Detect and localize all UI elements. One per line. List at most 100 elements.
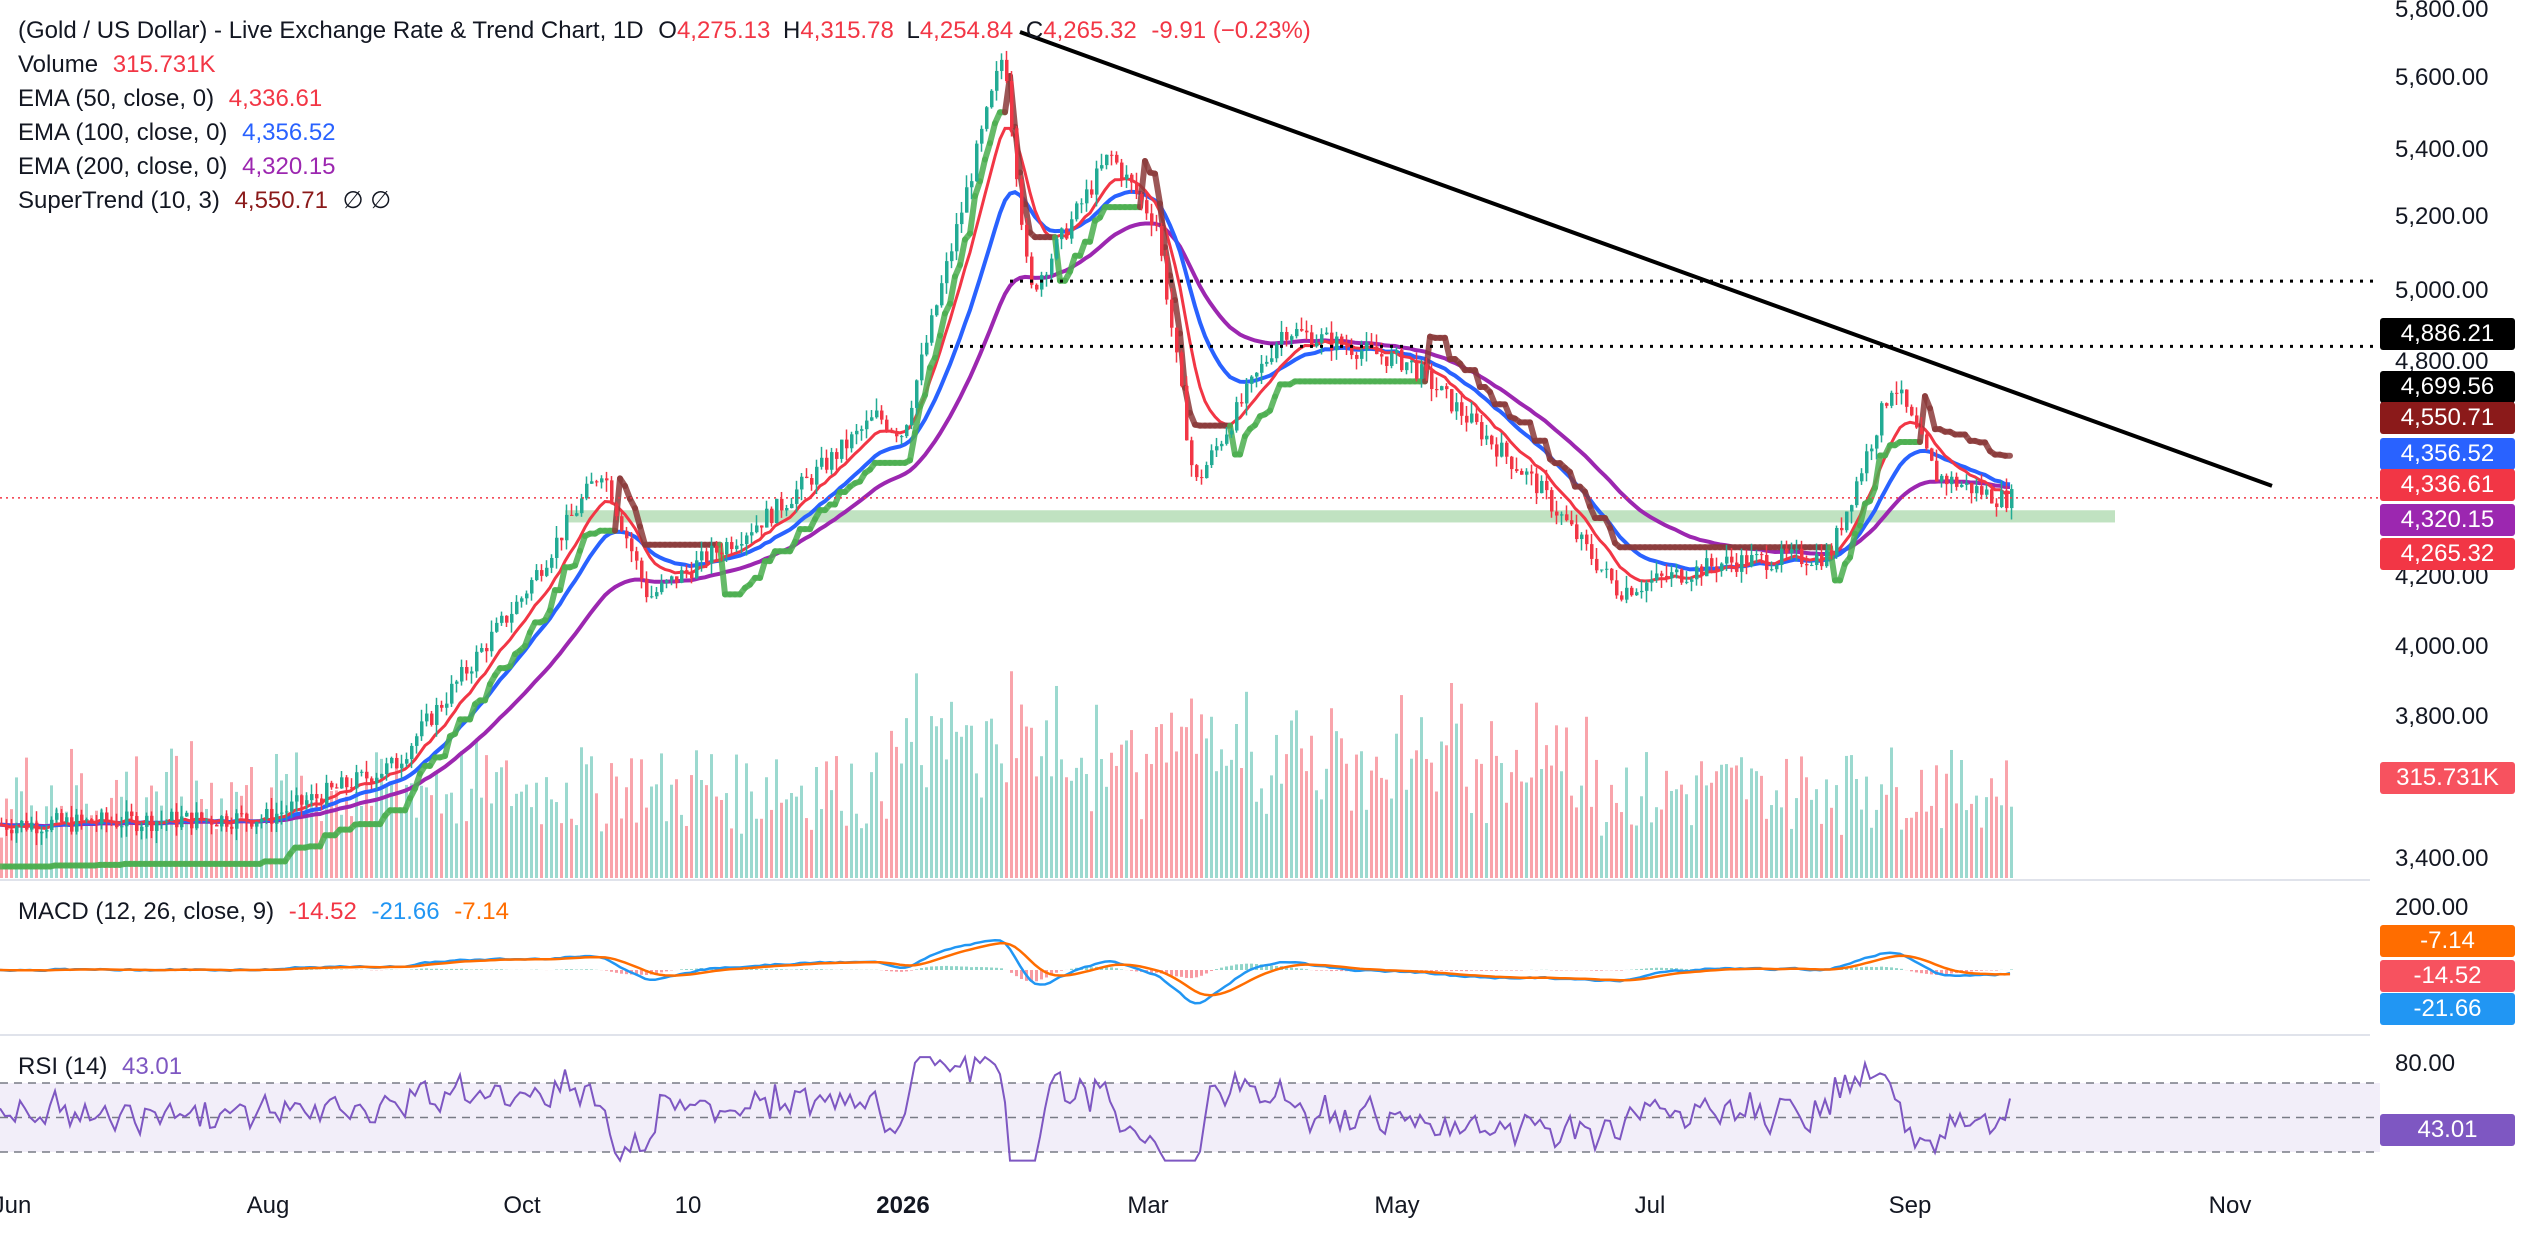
candle-body: [410, 745, 414, 760]
volume-bar: [1055, 685, 1058, 878]
volume-bar: [180, 796, 183, 878]
ema50-legend[interactable]: EMA (50, close, 0) 4,336.61: [18, 82, 1311, 116]
macd-legend[interactable]: MACD (12, 26, close, 9) -14.52 -21.66 -7…: [18, 898, 509, 926]
volume-bar: [205, 808, 208, 878]
candle-body: [1635, 592, 1639, 596]
candle-body: [1685, 581, 1689, 583]
macd-hist-bar: [1915, 970, 1918, 973]
volume-bar: [1245, 691, 1248, 878]
volume-bar: [1720, 764, 1723, 878]
candle-body: [0, 824, 4, 826]
volume-legend[interactable]: Volume 315.731K: [18, 48, 1311, 82]
candle-body: [1230, 430, 1234, 435]
candle-body: [95, 823, 99, 825]
macd-hist-bar: [1325, 970, 1328, 971]
candle-body: [1160, 226, 1164, 256]
volume-bar: [1805, 777, 1808, 878]
candle-body: [1060, 228, 1064, 240]
candle-body: [660, 582, 664, 593]
candle-body: [1435, 389, 1439, 391]
candle-body: [475, 651, 479, 672]
macd-hist-bar: [1590, 970, 1593, 971]
macd-hist-bar: [940, 966, 943, 970]
macd-hist-bar: [610, 970, 613, 972]
macd-hist-bar: [1320, 970, 1323, 971]
candle-body: [1375, 346, 1379, 355]
volume-bar: [940, 718, 943, 878]
volume-bar: [1585, 716, 1588, 878]
volume-bar: [1385, 779, 1388, 878]
candle-body: [1265, 361, 1269, 364]
volume-bar: [345, 796, 348, 878]
candle-body: [1550, 490, 1554, 512]
supertrend-segment: [1172, 297, 1183, 337]
macd-hist-bar: [305, 969, 308, 970]
supertrend-segment: [547, 587, 558, 614]
candle-body: [1025, 224, 1029, 257]
volume-bar: [1890, 747, 1893, 878]
volume-bar: [130, 813, 133, 878]
macd-hist-bar: [1165, 970, 1168, 975]
candle-body: [1080, 203, 1084, 205]
rsi-legend[interactable]: RSI (14) 43.01: [18, 1053, 182, 1081]
volume-bar: [1290, 720, 1293, 878]
volume-bar: [580, 747, 583, 878]
candle-body: [55, 813, 59, 820]
candle-body: [255, 821, 259, 827]
macd-hist-bar: [805, 969, 808, 970]
volume-bar: [1970, 803, 1973, 878]
volume-bar: [55, 809, 58, 878]
ema100-legend[interactable]: EMA (100, close, 0) 4,356.52: [18, 116, 1311, 150]
macd-hist-bar: [695, 968, 698, 970]
supertrend-segment: [442, 733, 453, 759]
candle-body: [615, 503, 619, 517]
candle-body: [890, 429, 894, 432]
candle-body: [335, 787, 339, 789]
macd-hist-bar: [990, 967, 993, 970]
volume-bar: [660, 753, 663, 878]
candle-body: [1560, 514, 1564, 516]
candle-body: [580, 498, 584, 514]
macd-hist-bar: [475, 969, 478, 970]
volume-bar: [1505, 802, 1508, 878]
ema100-label: EMA (100, close, 0): [18, 119, 228, 146]
macd-tag: -14.52: [2380, 960, 2515, 992]
candle-body: [85, 819, 89, 821]
candle-body: [1675, 569, 1679, 573]
volume-bar: [1925, 811, 1928, 878]
candle-body: [470, 671, 474, 674]
candle-body: [575, 513, 579, 516]
candle-body: [795, 489, 799, 504]
candle-body: [285, 811, 289, 813]
candle-body: [135, 816, 139, 832]
candle-body: [1540, 480, 1544, 494]
volume-bar: [1015, 758, 1018, 878]
volume-bar: [1860, 809, 1863, 878]
candle-body: [160, 821, 164, 823]
candle-body: [800, 476, 804, 490]
macd-hist-bar: [885, 970, 888, 971]
volume-bar: [1000, 763, 1003, 878]
volume-bar: [1260, 788, 1263, 878]
candle-body: [1830, 550, 1834, 556]
candle-body: [20, 820, 24, 827]
candle-body: [1305, 330, 1309, 333]
candle-body: [1045, 274, 1049, 276]
candle-body: [1065, 228, 1069, 239]
candle-body: [1730, 556, 1734, 563]
macd-hist-bar: [1930, 970, 1933, 975]
volume-bar: [1265, 813, 1268, 878]
ema200-legend[interactable]: EMA (200, close, 0) 4,320.15: [18, 150, 1311, 184]
macd-hist-bar: [1225, 966, 1228, 970]
volume-bar: [1835, 785, 1838, 878]
macd-hist-bar: [1195, 970, 1198, 978]
candle-body: [420, 721, 424, 737]
supertrend-legend[interactable]: SuperTrend (10, 3) 4,550.71 ∅ ∅: [18, 184, 1311, 218]
candle-body: [1270, 358, 1274, 362]
candle-body: [240, 813, 244, 815]
macd-hist-bar: [495, 969, 498, 970]
volume-bar: [920, 765, 923, 878]
candle-body: [920, 354, 924, 381]
volume-bar: [140, 822, 143, 878]
